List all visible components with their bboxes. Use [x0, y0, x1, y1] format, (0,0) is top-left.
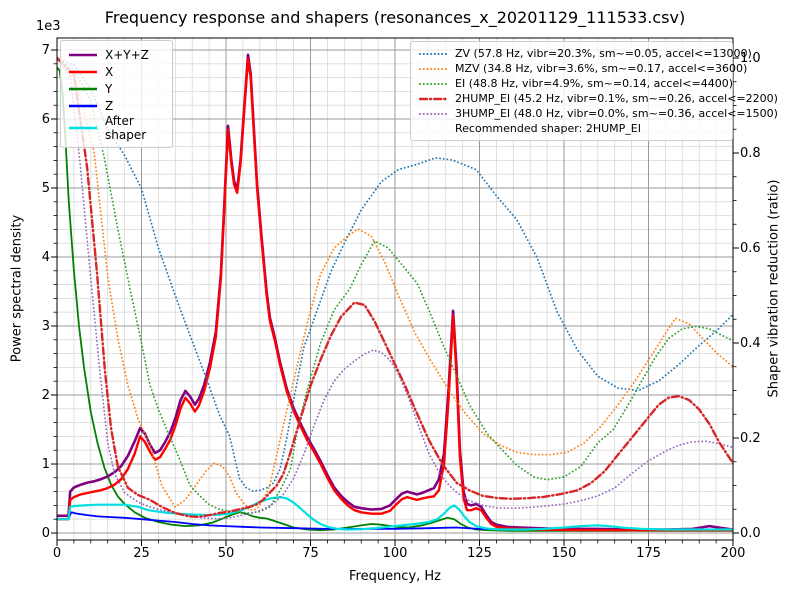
- legend-recommended-note: Recommended shaper: 2HUMP_EI: [419, 121, 724, 136]
- legend-key-mzv: [419, 67, 449, 70]
- y-right-tick-label: 0.6: [740, 240, 761, 256]
- legend-item: After shaper: [68, 114, 165, 142]
- legend-label: MZV (34.8 Hz, vibr=3.6%, sm~=0.17, accel…: [455, 62, 748, 75]
- legend-label: 2HUMP_EI (45.2 Hz, vibr=0.1%, sm~=0.26, …: [455, 92, 778, 105]
- x-tick-label: 125: [467, 546, 492, 561]
- x-tick-label: 100: [382, 546, 408, 561]
- y-left-tick-label: 5: [41, 180, 50, 196]
- legend-label: Y: [105, 81, 113, 96]
- series-y-curve: [57, 66, 733, 532]
- legend-key-zv: [419, 52, 449, 55]
- legend-label: X: [105, 64, 114, 79]
- y-right-tick-label: 0.0: [740, 525, 761, 541]
- legend-item: X: [68, 63, 165, 80]
- legend-key-x-y-z: [69, 53, 97, 56]
- y-left-tick-label: 4: [41, 249, 50, 265]
- y-left-tick-label: 2: [41, 387, 50, 403]
- y-right-tick-label: 0.2: [740, 430, 761, 446]
- legend-label: EI (48.8 Hz, vibr=4.9%, sm~=0.14, accel<…: [455, 77, 733, 90]
- legend-key-ei: [419, 82, 449, 85]
- legend-label: 3HUMP_EI (48.0 Hz, vibr=0.0%, sm~=0.36, …: [455, 107, 778, 120]
- chart-title: Frequency response and shapers (resonanc…: [104, 8, 686, 27]
- legend-key-z: [69, 104, 97, 107]
- legend-shapers: ZV (57.8 Hz, vibr=20.3%, sm~=0.05, accel…: [410, 41, 778, 141]
- legend-item: 2HUMP_EI (45.2 Hz, vibr=0.1%, sm~=0.26, …: [419, 91, 778, 106]
- legend-item: ZV (57.8 Hz, vibr=20.3%, sm~=0.05, accel…: [419, 46, 752, 61]
- legend-item: 3HUMP_EI (48.0 Hz, vibr=0.0%, sm~=0.36, …: [419, 106, 778, 121]
- x-tick-label: 0: [52, 546, 62, 561]
- series-ei-curve: [57, 57, 733, 514]
- legend-psd: X+Y+Z X Y Z After shaper: [60, 40, 173, 148]
- legend-key-2hump-ei: [419, 97, 449, 100]
- x-tick-label: 150: [551, 546, 577, 561]
- y-right-tick-label: 0.8: [740, 145, 761, 161]
- x-tick-label: 75: [302, 546, 319, 561]
- legend-label: X+Y+Z: [105, 47, 149, 62]
- legend-key-after-shaper: [69, 126, 97, 130]
- x-tick-label: 50: [217, 546, 235, 561]
- x-tick-label: 175: [636, 546, 661, 561]
- y-left-tick-label: 3: [41, 318, 50, 334]
- legend-key-x: [69, 70, 97, 73]
- x-tick-label: 200: [720, 546, 746, 561]
- y-left-tick-label: 7: [41, 42, 50, 58]
- legend-label: ZV (57.8 Hz, vibr=20.3%, sm~=0.05, accel…: [455, 47, 752, 60]
- legend-item: MZV (34.8 Hz, vibr=3.6%, sm~=0.17, accel…: [419, 61, 747, 76]
- x-axis-label: Frequency, Hz: [348, 569, 442, 584]
- y-left-tick-label: 6: [41, 111, 50, 127]
- legend-label: Z: [105, 98, 114, 113]
- series-3hump-ei-curve: [57, 57, 733, 520]
- legend-item: EI (48.8 Hz, vibr=4.9%, sm~=0.14, accel<…: [419, 76, 733, 91]
- series-x-curve: [57, 57, 733, 532]
- legend-item: Y: [68, 80, 165, 97]
- legend-key-y: [69, 87, 97, 90]
- legend-label: After shaper: [105, 114, 147, 142]
- y-right-tick-label: 0.4: [740, 335, 761, 351]
- x-tick-label: 25: [133, 546, 150, 561]
- series-2hump-ei-curve: [57, 56, 733, 519]
- y-left-tick-label: 1: [41, 456, 50, 472]
- legend-item: Z: [68, 97, 165, 114]
- legend-item: X+Y+Z: [68, 46, 165, 63]
- legend-note-text: Recommended shaper: 2HUMP_EI: [455, 122, 641, 135]
- y-axis-offset-label: 1e3: [36, 19, 61, 34]
- y-left-tick-label: 0: [41, 525, 50, 541]
- series-after-shaper-curve: [57, 496, 733, 531]
- legend-key-3hump-ei: [419, 112, 449, 115]
- y-right-tick-label: 1.0: [740, 50, 761, 66]
